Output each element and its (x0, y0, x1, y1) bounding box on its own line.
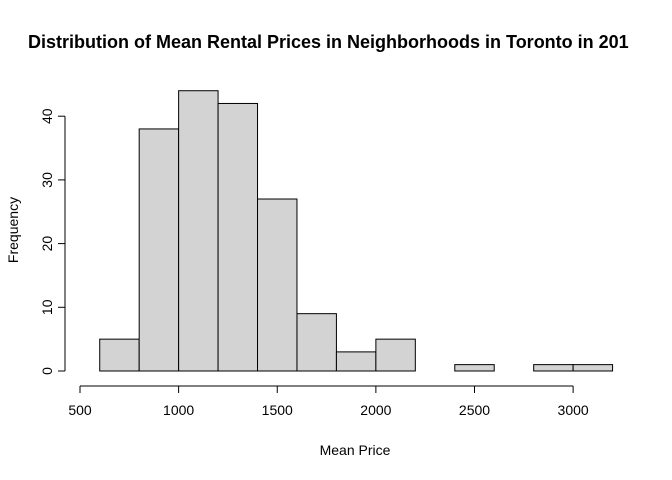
x-tick-label: 2000 (360, 402, 391, 418)
histogram-bar-1200-1400 (217, 102, 259, 372)
histogram-bar-2000-2200 (375, 338, 416, 372)
histogram-bar-1400-1600 (257, 198, 298, 372)
x-tick-label: 500 (68, 402, 92, 418)
histogram-bar-600-800 (99, 338, 140, 372)
x-axis: 500 1000 1500 2000 2500 3000 (68, 385, 589, 418)
x-axis-label: Mean Price (320, 442, 391, 458)
y-tick-label: 10 (39, 299, 55, 315)
y-tick-label: 20 (39, 236, 55, 252)
y-axis-label: Frequency (5, 197, 21, 263)
x-tick-label: 1500 (262, 402, 293, 418)
histogram-bar-2400-2600 (454, 364, 495, 372)
x-tick-label: 3000 (558, 402, 589, 418)
histogram-bar-800-1000 (138, 128, 180, 372)
y-axis: 0 10 20 30 40 (39, 108, 66, 375)
bars-group (99, 90, 614, 372)
y-tick-label: 0 (39, 367, 55, 375)
histogram-bar-1000-1200 (178, 90, 219, 372)
histogram-bar-1800-2000 (335, 351, 377, 372)
x-tick-label: 2500 (459, 402, 490, 418)
x-tick-label: 1000 (163, 402, 194, 418)
histogram-bar-3000-3200 (572, 364, 614, 372)
chart-title: Distribution of Mean Rental Prices in Ne… (28, 32, 629, 52)
histogram-bar-1600-1800 (296, 313, 337, 372)
histogram-bar-2800-3000 (533, 364, 574, 372)
y-tick-label: 40 (39, 108, 55, 124)
y-tick-label: 30 (39, 172, 55, 188)
